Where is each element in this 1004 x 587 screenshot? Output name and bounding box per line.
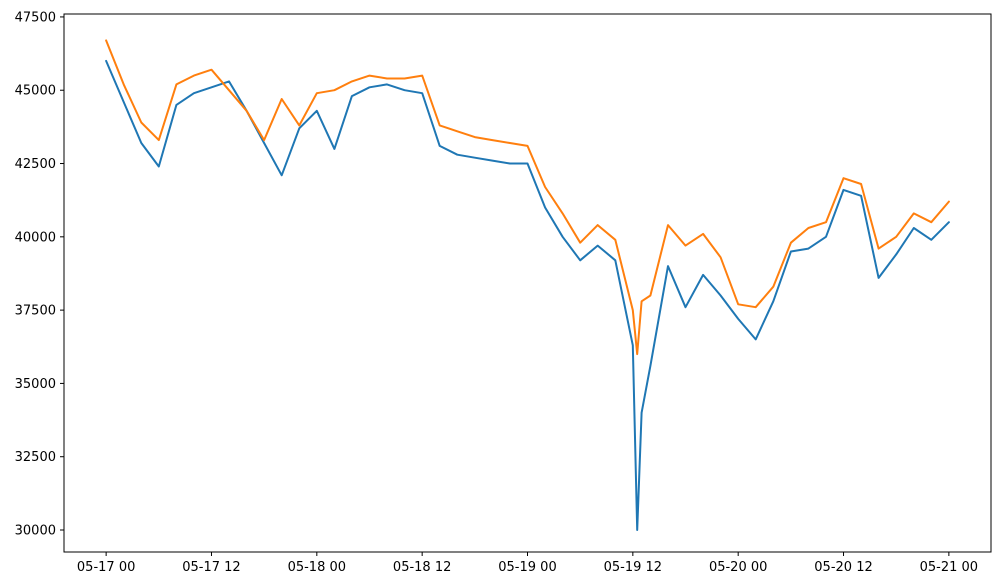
- x-tick-label: 05-20 12: [814, 560, 872, 575]
- x-tick-label: 05-18 12: [393, 560, 451, 575]
- y-tick-label: 30000: [15, 524, 56, 539]
- y-tick-label: 32500: [15, 450, 56, 465]
- x-tick-label: 05-18 00: [288, 560, 346, 575]
- series-layer: [105, 39, 950, 531]
- series-line-1: [105, 59, 950, 531]
- x-tick-label: 05-20 00: [709, 560, 767, 575]
- y-tick-label: 40000: [15, 230, 56, 245]
- x-axis: 05-17 00 05-17 12 05-18 00 05-18 12 05-19 00…: [77, 552, 978, 575]
- x-tick-label: 05-21 00: [920, 560, 978, 575]
- x-tick-label: 05-19 00: [498, 560, 556, 575]
- x-tick-label: 05-17 12: [182, 560, 240, 575]
- y-tick-label: 47500: [15, 10, 56, 25]
- y-tick-label: 42500: [15, 157, 56, 172]
- y-tick-label: 37500: [15, 304, 56, 319]
- y-axis: 30000 32500 35000 37500 40000 42500 45000 47500: [15, 10, 64, 539]
- plot-area-frame: [63, 13, 992, 553]
- x-tick-label: 05-17 00: [77, 560, 135, 575]
- series-line-2: [105, 39, 950, 356]
- y-tick-label: 35000: [15, 377, 56, 392]
- x-tick-label: 05-19 12: [604, 560, 662, 575]
- y-tick-label: 45000: [15, 84, 56, 99]
